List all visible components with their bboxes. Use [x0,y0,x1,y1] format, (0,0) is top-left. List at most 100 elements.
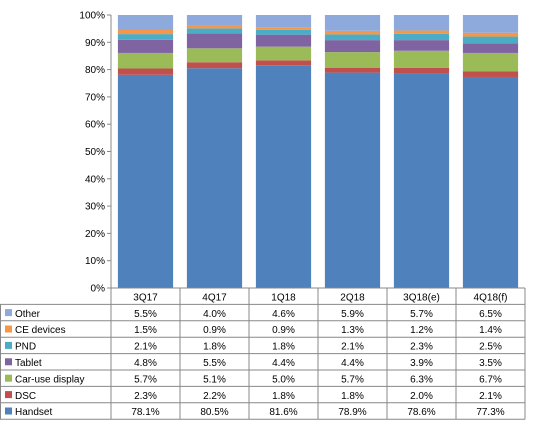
y-tick-label: 90% [85,38,105,49]
data-label: 2.3% [134,391,157,402]
data-label: 81.6% [269,407,297,418]
data-label: 78.6% [407,407,435,418]
data-label: 4.8% [134,358,157,369]
data-label: 1.8% [272,391,295,402]
bar-segment-ce-devices [462,32,519,37]
data-label: 5.0% [272,374,295,385]
data-label: 1.4% [479,325,502,336]
legend-key-other [5,309,12,317]
bar-segment-ce-devices [324,30,381,35]
bar-segment-handset [462,76,519,288]
bar-segment-other [462,15,519,33]
bar-segment-tablet [255,34,312,47]
bar-segment-handset [324,72,381,288]
bar-segment-handset [393,73,450,288]
bar-segment-handset [255,65,312,289]
bar-segment-pnd [462,36,519,44]
bar-segment-tablet [117,39,174,53]
bar-segment-car-use-display [462,52,519,72]
data-label: 2.3% [410,342,433,353]
bar-segment-other [324,15,381,31]
data-label: 1.8% [272,342,295,353]
data-label: 5.5% [203,358,226,369]
bar-segment-car-use-display [117,52,174,69]
x-category-label: 4Q18(f) [474,292,508,303]
legend-key-dsc [5,391,12,399]
bar-segment-pnd [324,34,381,41]
x-category-label: 4Q17 [202,292,227,303]
y-tick-label: 10% [85,256,105,267]
data-label: 4.4% [272,358,295,369]
y-tick-label: 20% [85,229,105,240]
data-label: 5.5% [134,309,157,320]
data-label: 4.0% [203,309,226,320]
y-tick-label: 60% [85,120,105,131]
bar-segment-pnd [186,28,243,34]
data-label: 2.1% [134,342,157,353]
legend-label: PND [15,342,36,353]
bar-segment-pnd [117,34,174,40]
data-label: 5.7% [134,374,157,385]
bar-segment-dsc [324,67,381,73]
legend-label: CE devices [15,325,66,336]
bar-segment-pnd [393,33,450,41]
data-label: 5.7% [341,374,364,385]
data-label: 77.3% [476,407,504,418]
data-label: 2.5% [479,342,502,353]
data-label: 1.5% [134,325,157,336]
bar-segment-tablet [393,40,450,51]
legend-key-handset [5,407,12,415]
legend-label: DSC [15,391,36,402]
bar-segment-dsc [186,62,243,69]
bar-segment-car-use-display [255,46,312,61]
bar-segment-dsc [117,68,174,75]
x-category-label: 3Q18(e) [403,292,440,303]
data-label: 1.8% [203,342,226,353]
data-label: 4.4% [341,358,364,369]
y-tick-label: 40% [85,174,105,185]
x-category-label: 1Q18 [271,292,296,303]
bar-segment-other [255,15,312,28]
data-label: 1.2% [410,325,433,336]
y-tick-label: 100% [79,11,105,22]
legend-key-car-use-display [5,374,12,382]
bar-segment-other [186,15,243,26]
legend-key-pnd [5,341,12,349]
y-tick-label: 0% [91,284,106,295]
legend-label: Car-use display [15,374,84,385]
data-label: 80.5% [200,407,228,418]
data-label: 6.5% [479,309,502,320]
data-label: 2.1% [341,342,364,353]
bar-segment-ce-devices [255,27,312,30]
bar-segment-dsc [393,67,450,74]
legend-key-tablet [5,358,12,366]
bar-segment-car-use-display [324,52,381,68]
data-label: 1.8% [341,391,364,402]
data-label: 5.1% [203,374,226,385]
bar-segment-car-use-display [186,48,243,63]
data-label: 3.5% [479,358,502,369]
data-label: 5.9% [341,309,364,320]
bar-segment-ce-devices [186,25,243,29]
bar-segment-other [117,15,174,31]
y-tick-label: 80% [85,65,105,76]
legend-label: Handset [15,407,52,418]
bar-segment-dsc [462,71,519,77]
x-category-label: 2Q18 [340,292,365,303]
data-label: 78.9% [338,407,366,418]
bar-segment-ce-devices [393,30,450,34]
data-label: 0.9% [272,325,295,336]
legend-key-ce-devices [5,325,12,333]
bar-segment-tablet [186,33,243,49]
y-tick-label: 70% [85,92,105,103]
bar-segment-pnd [255,29,312,35]
data-label: 6.7% [479,374,502,385]
y-tick-label: 50% [85,147,105,158]
bar-segment-tablet [462,43,519,53]
data-label: 2.0% [410,391,433,402]
data-label: 2.2% [203,391,226,402]
data-label: 5.7% [410,309,433,320]
data-label: 78.1% [131,407,159,418]
